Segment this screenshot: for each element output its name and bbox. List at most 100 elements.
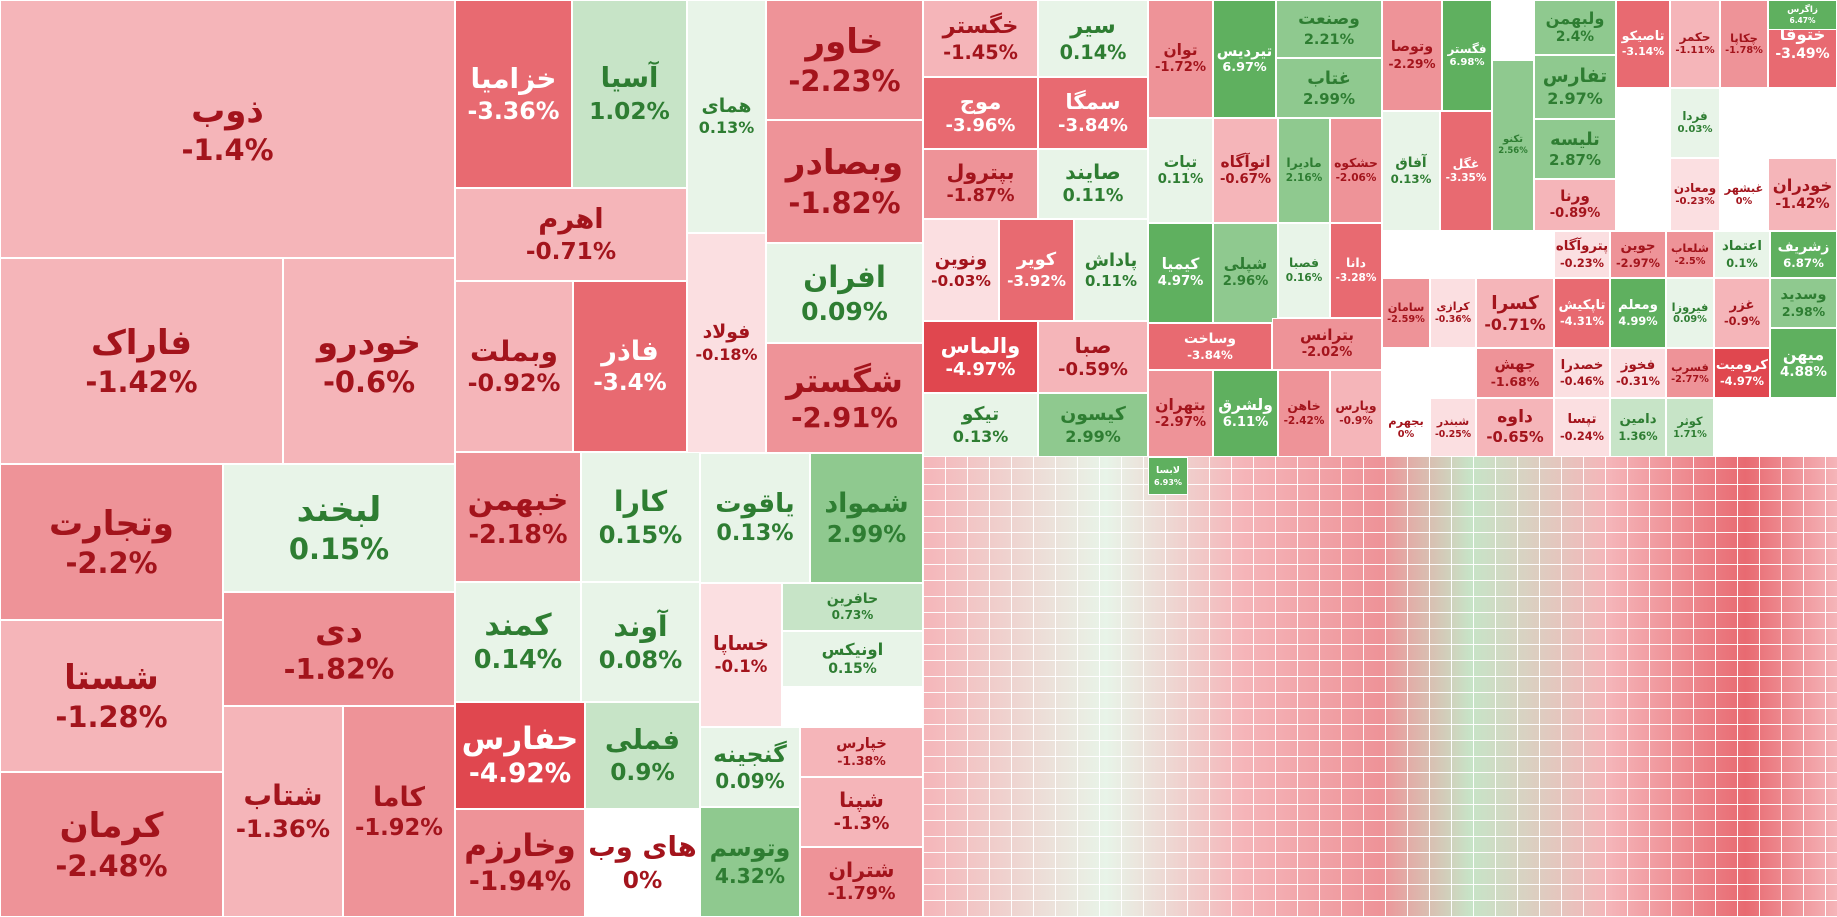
treemap-tile[interactable]: شپلی 2.96% <box>1213 223 1278 323</box>
treemap-tile[interactable]: شپنا -1.3% <box>800 777 923 847</box>
treemap-tile[interactable]: اهرم -0.71% <box>455 188 687 281</box>
treemap-tile[interactable]: حکمر -1.11% <box>1670 0 1720 88</box>
treemap-tile[interactable]: کرومیت -4.97% <box>1714 348 1770 398</box>
treemap-tile[interactable]: صایند 0.11% <box>1038 149 1148 219</box>
treemap-tile[interactable]: غبشهر 0% <box>1720 158 1768 231</box>
treemap-tile[interactable]: شلعاب -2.5% <box>1666 231 1714 278</box>
treemap-tile[interactable]: پتروآگاه -0.23% <box>1554 231 1610 278</box>
treemap-tile[interactable]: کمند 0.14% <box>455 582 581 702</box>
treemap-tile[interactable]: کوثر 1.71% <box>1666 398 1714 457</box>
treemap-tile[interactable]: پاداش 0.11% <box>1074 219 1148 321</box>
treemap-tile[interactable]: بجهرم 0% <box>1382 398 1430 457</box>
treemap-tile[interactable]: وتوسم 4.32% <box>700 807 800 917</box>
treemap-tile[interactable]: فولاد -0.18% <box>687 233 766 453</box>
treemap-tile[interactable]: ونوین -0.03% <box>923 219 999 321</box>
treemap-tile[interactable]: های وب 0% <box>585 809 700 917</box>
treemap-tile[interactable]: کرازی -0.36% <box>1430 278 1476 348</box>
treemap-tile[interactable]: صبا -0.59% <box>1038 321 1148 393</box>
treemap-tile[interactable]: فسرب -2.77% <box>1666 348 1714 398</box>
treemap-tile[interactable]: کیمیا 4.97% <box>1148 223 1213 323</box>
treemap-tile[interactable]: بپترول -1.87% <box>923 149 1038 219</box>
treemap-tile[interactable]: تاپکیش -4.31% <box>1554 278 1610 348</box>
treemap-tile[interactable]: میهن 4.88% <box>1770 328 1837 398</box>
treemap-tile[interactable]: تیرد‌یس 6.97% <box>1213 0 1276 118</box>
treemap-tile[interactable]: حافرین 0.73% <box>782 583 923 631</box>
treemap-tile[interactable]: غزر -0.9% <box>1714 278 1770 348</box>
treemap-tile[interactable]: وسدید 2.98% <box>1770 278 1837 328</box>
treemap-tile[interactable]: مادیرا 2.16% <box>1278 118 1330 223</box>
treemap-tile[interactable]: وخارزم -1.94% <box>455 809 585 917</box>
treemap-tile[interactable]: شموا‌د 2.99% <box>810 453 923 583</box>
treemap-tile[interactable]: سیر 0.14% <box>1038 0 1148 77</box>
treemap-tile[interactable]: یاقوت 0.13% <box>700 453 810 583</box>
treemap-tile[interactable]: شتاب -1.36% <box>223 706 343 917</box>
treemap-tile[interactable]: فگستر 6.98% <box>1442 0 1492 111</box>
treemap-tile[interactable]: ومعلم 4.99% <box>1610 278 1666 348</box>
treemap-tile[interactable]: خبهمن -2.18% <box>455 452 581 582</box>
treemap-tile[interactable]: تفارس 2.97% <box>1534 55 1616 119</box>
treemap-tile[interactable]: فخوز -0.31% <box>1610 348 1666 398</box>
treemap-tile[interactable]: شستا -1.28% <box>0 620 223 772</box>
treemap-tile[interactable]: تپسا -0.24% <box>1554 398 1610 457</box>
treemap-tile[interactable]: تبات 0.11% <box>1148 118 1213 223</box>
treemap-tile[interactable]: زاگرس 6.47% <box>1768 0 1837 30</box>
treemap-tile[interactable]: افران 0.09% <box>766 243 923 343</box>
treemap-tile[interactable]: کارا 0.15% <box>581 452 700 582</box>
treemap-tile[interactable]: وبملت -0.92% <box>455 281 573 452</box>
treemap-tile[interactable]: فیروزا 0.09% <box>1666 278 1714 348</box>
treemap-tile[interactable]: فاراک -1.42% <box>0 258 283 464</box>
treemap-tile[interactable]: کسرا -0.71% <box>1476 278 1554 348</box>
treemap-tile[interactable]: فردا 0.03% <box>1670 88 1720 158</box>
treemap-tile[interactable]: لبخند 0.15% <box>223 464 455 592</box>
treemap-tile[interactable]: خودران -1.42% <box>1768 158 1837 231</box>
treemap-tile[interactable]: آسیا 1.02% <box>572 0 687 188</box>
treemap-tile[interactable]: حفارس -4.92% <box>455 702 585 809</box>
treemap-tile[interactable]: جوین -2.97% <box>1610 231 1666 278</box>
treemap-tile[interactable]: تکنو 2.56% <box>1492 60 1534 231</box>
treemap-tile[interactable]: ومعادن -0.23% <box>1670 158 1720 231</box>
treemap-tile[interactable]: فصبا 0.16% <box>1278 223 1330 318</box>
treemap-tile[interactable]: دامین 1.36% <box>1610 398 1666 457</box>
treemap-tile[interactable]: حشکوه -2.06% <box>1330 118 1382 223</box>
treemap-tile[interactable]: غگل -3.35% <box>1440 111 1492 231</box>
treemap-tile[interactable]: توان -1.72% <box>1148 0 1213 118</box>
treemap-tile[interactable]: وصنعت 2.21% <box>1276 0 1382 58</box>
treemap-tile[interactable]: کیسون 2.99% <box>1038 393 1148 457</box>
treemap-tile[interactable]: شگستر -2.91% <box>766 343 923 453</box>
treemap-tile[interactable]: سمگا -3.84% <box>1038 77 1148 149</box>
treemap-tile[interactable]: اعتماد 0.1% <box>1714 231 1770 278</box>
treemap-tile[interactable]: تیکو 0.13% <box>923 393 1038 457</box>
treemap-tile[interactable]: وساخت -3.84% <box>1148 323 1272 370</box>
treemap-tile[interactable]: وتجارت -2.2% <box>0 464 223 620</box>
treemap-tile[interactable]: خاور -2.23% <box>766 0 923 120</box>
treemap-tile[interactable]: آوند 0.08% <box>581 582 700 702</box>
treemap-tile[interactable]: غتاب 2.99% <box>1276 58 1382 118</box>
treemap-tile[interactable]: اونیکس 0.15% <box>782 631 923 687</box>
treemap-tile[interactable]: بتهران -2.97% <box>1148 370 1213 457</box>
treemap-tile[interactable]: همای 0.13% <box>687 0 766 233</box>
treemap-tile[interactable]: کویر -3.92% <box>999 219 1074 321</box>
treemap-tile[interactable]: کاما -1.92% <box>343 706 455 917</box>
treemap-tile[interactable]: شتران -1.79% <box>800 847 923 917</box>
treemap-tile[interactable]: خگستر -1.45% <box>923 0 1038 77</box>
treemap-tile[interactable]: وبصادر-1.82% <box>766 120 923 243</box>
treemap-tile[interactable]: خاهن -2.42% <box>1278 370 1330 457</box>
treemap-tile[interactable]: داوه -0.65% <box>1476 398 1554 457</box>
treemap-tile[interactable]: سامان -2.59% <box>1382 278 1430 348</box>
treemap-tile[interactable]: خزامیا -3.36% <box>455 0 572 188</box>
treemap-tile[interactable]: ولشرق 6.11% <box>1213 370 1278 457</box>
treemap-tile[interactable]: وپارس -0.9% <box>1330 370 1382 457</box>
treemap-tile[interactable]: فاذر -3.4% <box>573 281 687 452</box>
treemap-tile[interactable]: فملی 0.9% <box>585 702 700 809</box>
treemap-tile[interactable]: بترانس -2.02% <box>1272 318 1382 370</box>
treemap-tile[interactable]: خپارس -1.38% <box>800 727 923 777</box>
treemap-tile[interactable]: ذوب -1.4% <box>0 0 455 258</box>
treemap-tile[interactable]: زشریف 6.87% <box>1770 231 1837 278</box>
treemap-tile[interactable]: خودرو -0.6% <box>283 258 455 464</box>
treemap-tile[interactable]: لابسا 6.93% <box>1148 457 1188 495</box>
treemap-tile[interactable]: خساپا -0.1% <box>700 583 782 727</box>
treemap-tile[interactable]: دی -1.82% <box>223 592 455 706</box>
treemap-tile[interactable]: تلیسه 2.87% <box>1534 119 1616 179</box>
treemap-tile[interactable]: کرمان -2.48% <box>0 772 223 917</box>
treemap-tile[interactable]: جهش -1.68% <box>1476 348 1554 398</box>
